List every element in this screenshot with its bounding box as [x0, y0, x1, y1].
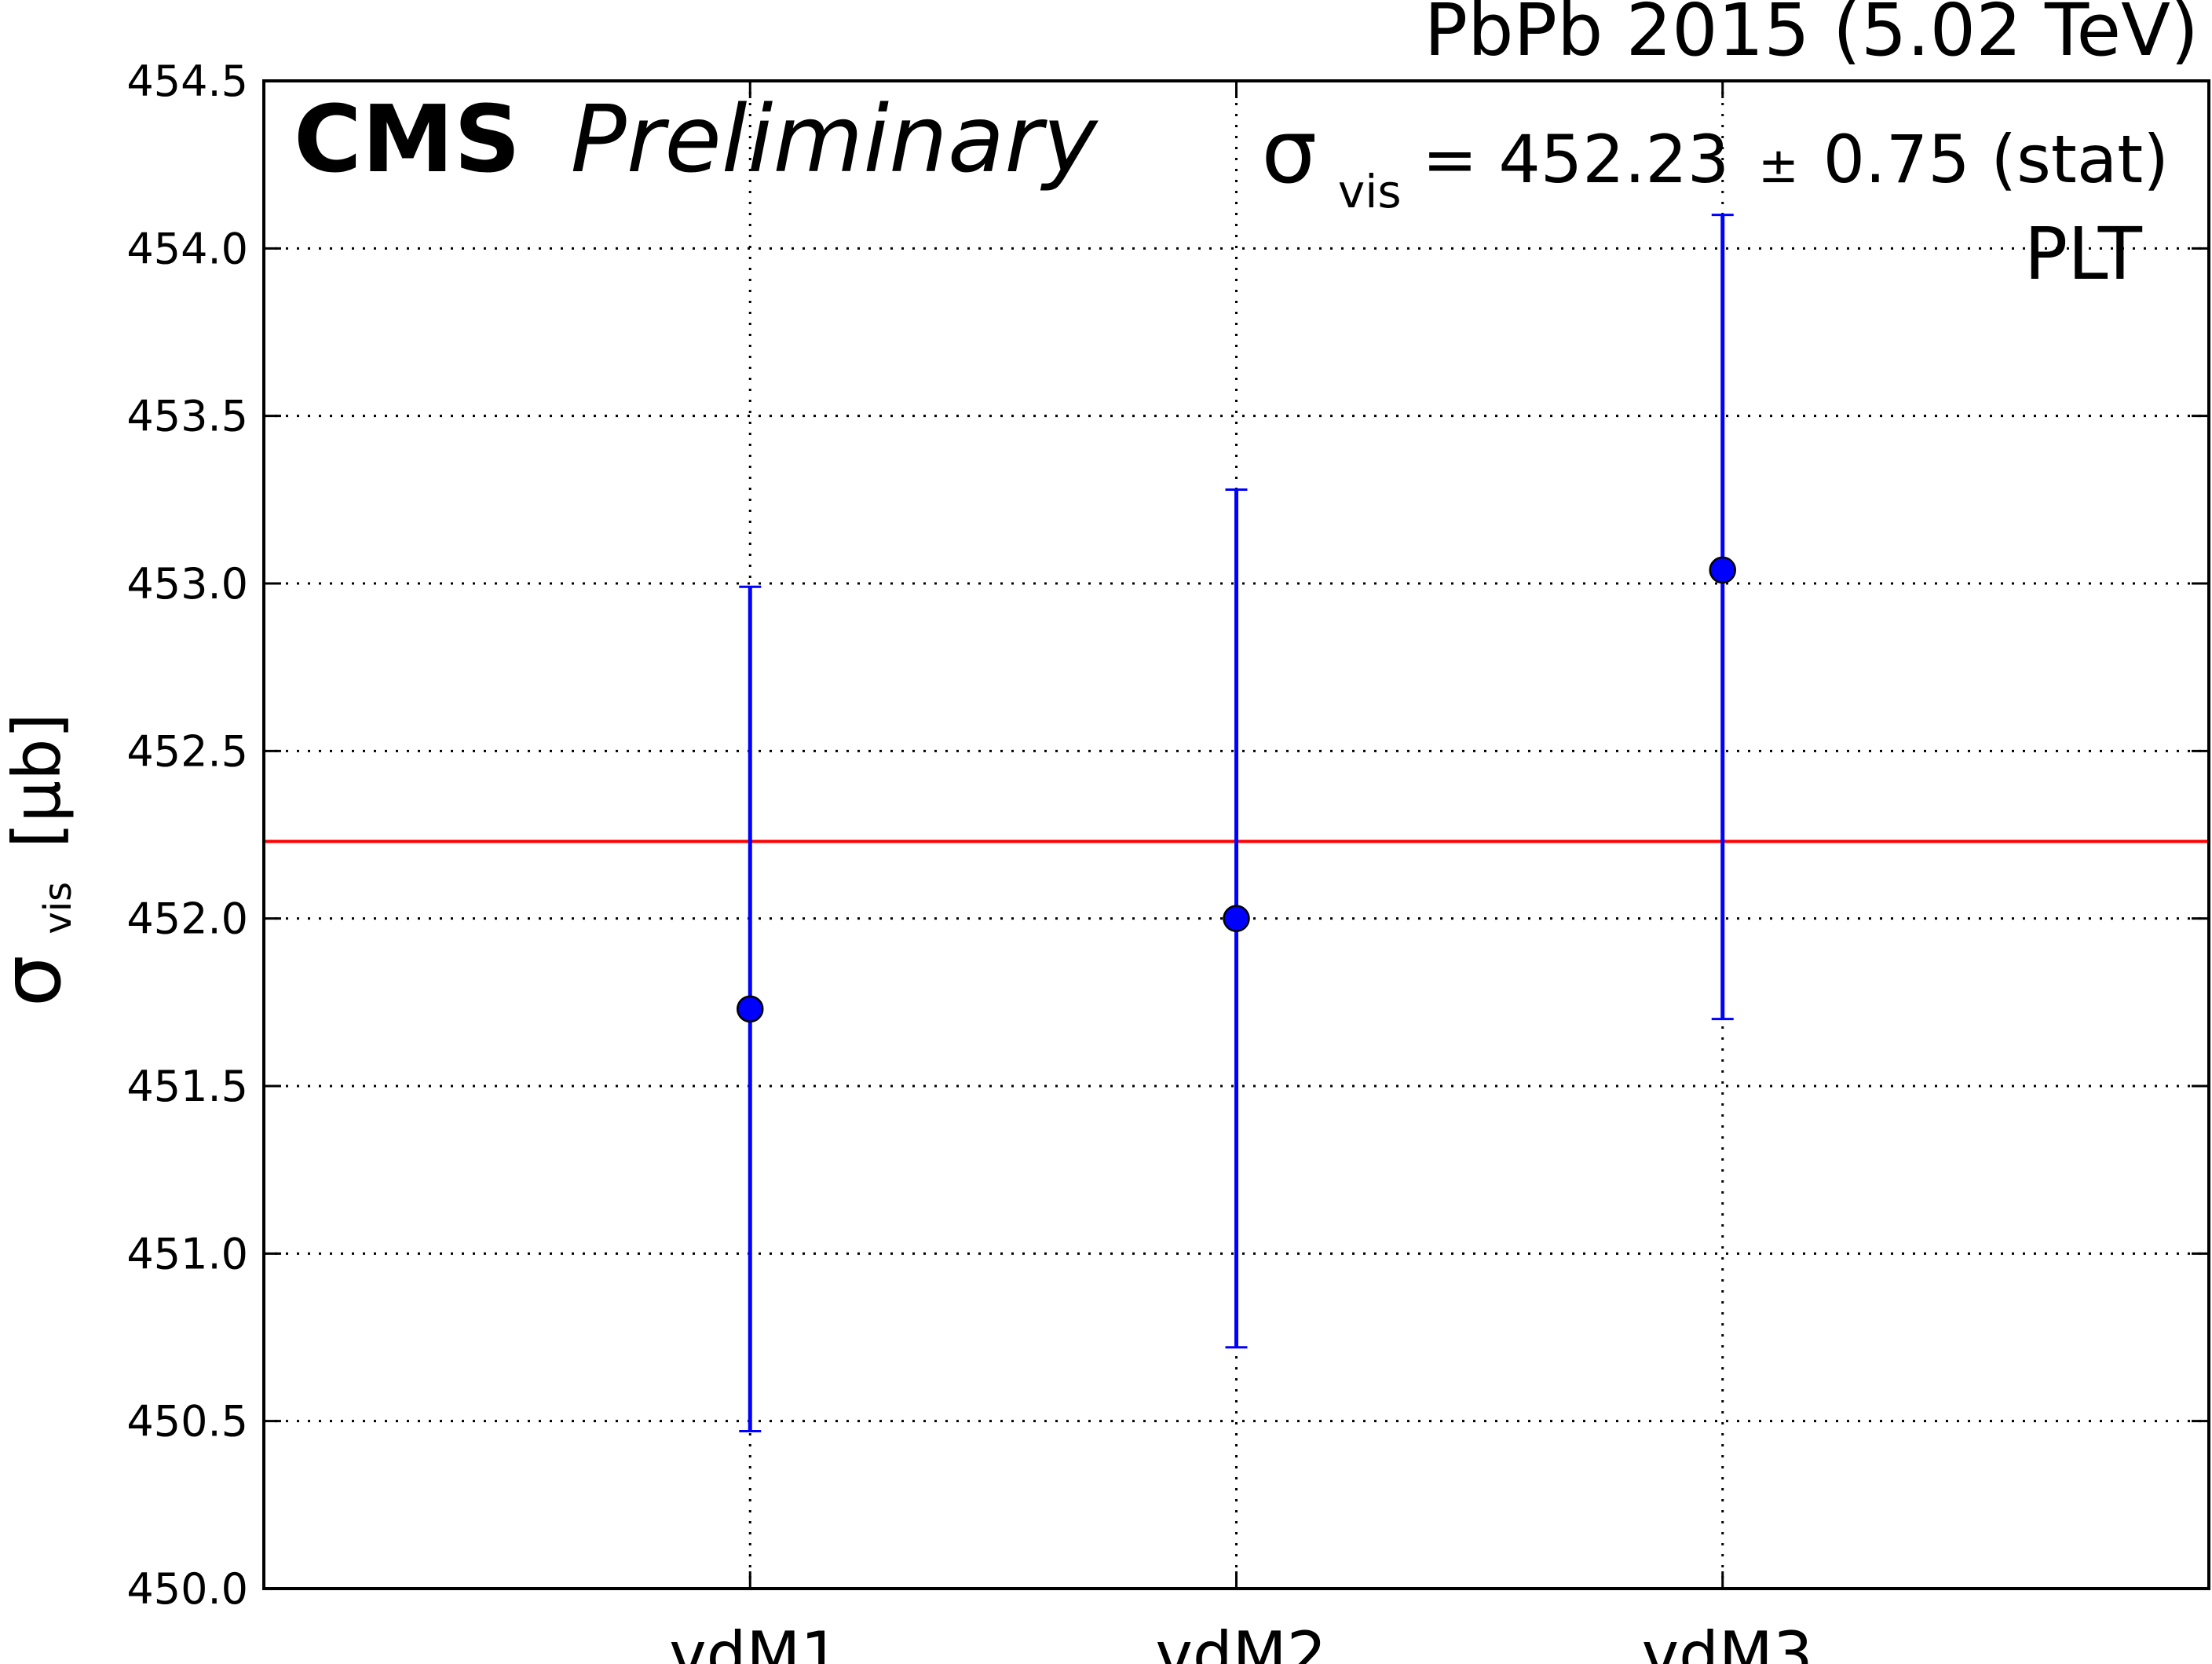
x-tick-label: vdM1	[669, 1618, 840, 1664]
detector-label: PLT	[2024, 212, 2143, 296]
y-axis-label: σ vis [μb]	[0, 713, 86, 1007]
y-tick-label: 451.5	[126, 1062, 248, 1111]
x-tick-label: vdM3	[1642, 1618, 1813, 1664]
sigma-annotation: σ vis = 452.23 ± 0.75 (stat)	[1261, 101, 2169, 223]
sigma-value: = 452.23	[1422, 121, 1729, 198]
data-points	[737, 556, 1736, 1023]
cms-experiment: CMS	[294, 85, 521, 193]
data-point	[1709, 556, 1736, 584]
y-tick-label: 453.5	[126, 392, 248, 441]
y-tick-label: 450.5	[126, 1397, 248, 1446]
y-tick-label: 454.5	[126, 57, 248, 106]
data-point	[737, 995, 764, 1023]
cms-status: Preliminary	[571, 85, 1099, 193]
y-tick-labels: 450.0 450.5 451.0 451.5 452.0 452.5 453.0 453.5…	[126, 57, 248, 1614]
y-tick-label: 450.0	[126, 1564, 248, 1614]
x-tick-labels: vdM1 vdM2 vdM3	[669, 1618, 1813, 1664]
sigma-uncertainty: 0.75 (stat)	[1823, 121, 2169, 198]
y-tick-label: 452.5	[126, 726, 248, 776]
y-axis-symbol: σ	[0, 955, 79, 1007]
sigma-subscript: vis	[1338, 165, 1402, 218]
dataset-label: PbPb 2015 (5.02 TeV)	[1424, 0, 2199, 72]
sigma-symbol: σ	[1261, 101, 1317, 203]
axis-ticks	[264, 79, 2209, 1590]
error-bars	[739, 214, 1734, 1432]
sigma-plus-minus: ±	[1758, 137, 1799, 194]
y-axis-unit: [μb]	[0, 713, 75, 848]
data-point	[1223, 905, 1250, 932]
y-tick-label: 452.0	[126, 894, 248, 944]
y-tick-label: 453.0	[126, 559, 248, 609]
y-tick-label: 451.0	[126, 1229, 248, 1278]
x-tick-label: vdM2	[1155, 1618, 1326, 1664]
y-axis-subscript: vis	[36, 882, 80, 934]
cms-label: CMS Preliminary	[294, 85, 1099, 193]
y-tick-label: 454.0	[126, 224, 248, 273]
